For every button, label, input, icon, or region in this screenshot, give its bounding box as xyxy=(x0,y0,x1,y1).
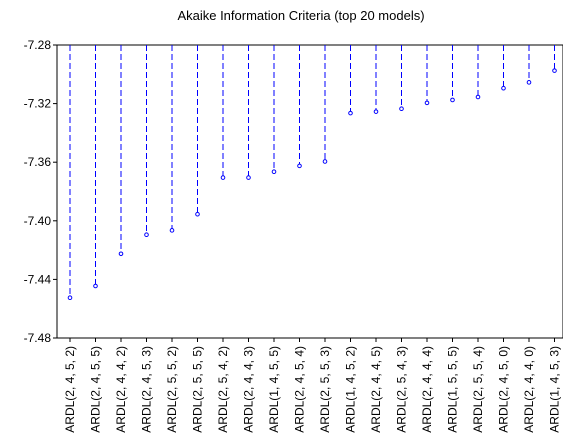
y-tick-label: -7.36 xyxy=(24,155,52,169)
data-point xyxy=(373,109,379,114)
x-tick-label: ARDL(2, 5, 4, 2) xyxy=(216,346,230,433)
x-tick-label: ARDL(2, 5, 5, 3) xyxy=(318,346,332,433)
x-tick-label: ARDL(2, 5, 5, 5) xyxy=(191,346,205,433)
x-tick-label: ARDL(2, 4, 4, 5) xyxy=(369,346,383,433)
data-point xyxy=(220,175,226,180)
data-point xyxy=(348,110,353,116)
x-tick-label: ARDL(2, 5, 5, 4) xyxy=(471,346,485,433)
chart-title: Akaike Information Criteria (top 20 mode… xyxy=(177,8,424,23)
x-tick-label: ARDL(1, 5, 5, 5) xyxy=(446,346,460,433)
data-point xyxy=(118,251,124,257)
x-tick-label: ARDL(1, 4, 5, 5) xyxy=(267,346,281,433)
x-tick-label: ARDL(2, 5, 4, 3) xyxy=(395,346,409,433)
x-tick-label: ARDL(2, 4, 5, 0) xyxy=(497,346,511,433)
y-tick-label: -7.28 xyxy=(24,38,52,52)
x-tick-label: ARDL(1, 4, 5, 2) xyxy=(344,346,358,433)
x-tick-label: ARDL(2, 4, 4, 3) xyxy=(242,346,256,433)
plot-frame xyxy=(56,44,563,339)
x-tick-label: ARDL(2, 4, 4, 4) xyxy=(420,346,434,433)
data-marks xyxy=(67,45,557,301)
data-point xyxy=(501,85,506,91)
data-point xyxy=(271,169,277,175)
x-tick-label: ARDL(2, 4, 4, 0) xyxy=(522,346,536,433)
data-point xyxy=(144,232,149,238)
data-point xyxy=(246,175,251,180)
y-tick-label: -7.48 xyxy=(24,331,52,345)
data-point xyxy=(399,106,404,112)
data-point xyxy=(552,68,557,73)
x-tick-label: ARDL(1, 4, 5, 3) xyxy=(548,346,562,433)
data-point xyxy=(475,94,481,100)
x-tick-label: ARDL(2, 5, 5, 2) xyxy=(165,346,179,433)
x-tick-label: ARDL(2, 4, 5, 3) xyxy=(140,346,154,433)
data-point xyxy=(169,228,175,233)
data-point xyxy=(67,295,73,301)
data-point xyxy=(195,211,200,217)
data-point xyxy=(526,80,532,85)
x-tick-label: ARDL(2, 4, 5, 2) xyxy=(63,346,77,433)
x-tick-label: ARDL(2, 4, 4, 2) xyxy=(114,346,128,433)
data-point xyxy=(322,159,328,164)
data-point xyxy=(93,283,98,289)
y-tick-label: -7.40 xyxy=(24,214,52,228)
data-point xyxy=(297,163,302,169)
y-tick-label: -7.32 xyxy=(24,97,52,111)
y-tick-label: -7.44 xyxy=(24,272,52,286)
y-axis: -7.28 -7.32 -7.36 -7.40 -7.44 -7.48 xyxy=(24,38,57,345)
x-tick-label: ARDL(2, 4, 5, 5) xyxy=(89,346,103,433)
data-point xyxy=(424,100,430,106)
data-point xyxy=(450,97,455,103)
x-tick-label: ARDL(2, 4, 5, 4) xyxy=(293,346,307,433)
x-axis: ARDL(2, 4, 5, 2) ARDL(2, 4, 5, 5) ARDL(2, … xyxy=(63,338,562,433)
